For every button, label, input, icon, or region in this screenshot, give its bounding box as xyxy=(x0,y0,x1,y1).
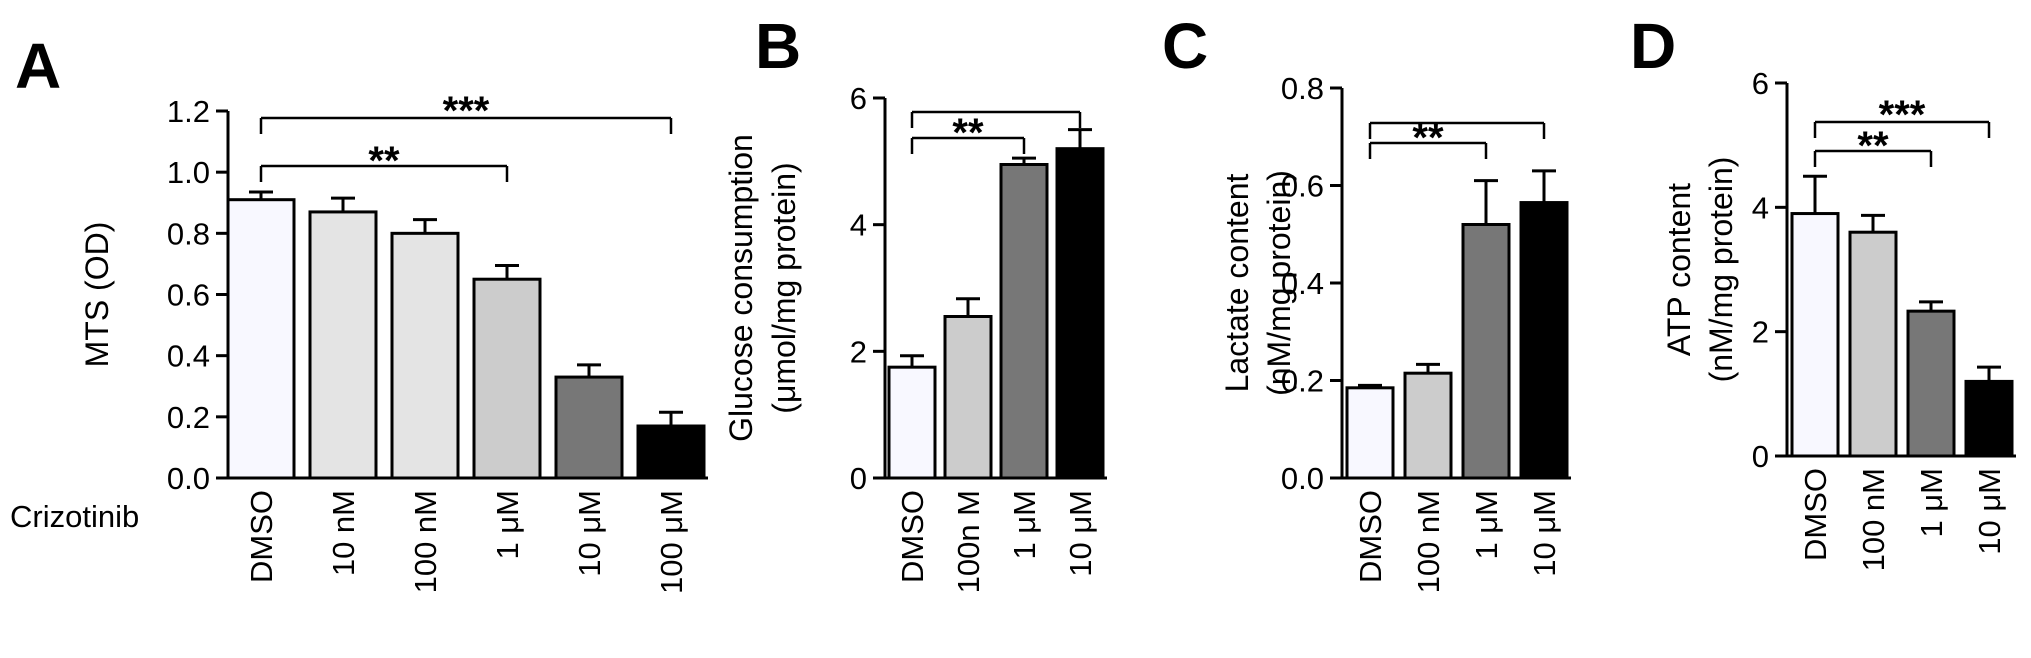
significance-label: ** xyxy=(368,139,400,183)
x-category-label: 1 μM xyxy=(1469,490,1504,560)
y-axis-label: Lactate content xyxy=(1219,173,1255,392)
y-axis-label: MTS (OD) xyxy=(79,222,115,368)
y-tick-label: 1.2 xyxy=(167,94,210,129)
y-axis-label: ATP content xyxy=(1661,183,1697,356)
bar xyxy=(943,315,993,480)
bar xyxy=(308,210,378,480)
panel-letter: D xyxy=(1630,10,1676,82)
x-category-label: DMSO xyxy=(1353,490,1388,583)
y-axis-label: Glucose consumption xyxy=(723,134,759,442)
x-category-label: 10 μM xyxy=(1972,468,2007,555)
x-category-label: DMSO xyxy=(1798,468,1833,561)
bar xyxy=(1964,379,2014,458)
x-category-label: 10 μM xyxy=(1063,490,1098,577)
y-tick-label: 0.4 xyxy=(1281,266,1324,301)
y-tick-label: 0 xyxy=(1752,439,1769,474)
significance-label: ** xyxy=(952,111,984,155)
x-category-label: 100 nM xyxy=(408,490,443,593)
y-axis-label: (μmol/mg protein) xyxy=(766,162,802,413)
significance-label: ** xyxy=(1857,124,1889,168)
x-category-label: DMSO xyxy=(895,490,930,583)
panel-c: C 0.0 0.2 0.4 0.6 0.8 Lactate content (nM/mg p… xyxy=(1162,10,1571,593)
bar xyxy=(1345,386,1395,480)
bar xyxy=(1461,223,1511,480)
x-annotation-label: Crizotinib xyxy=(10,499,139,534)
bar xyxy=(390,231,460,480)
panel-letter: C xyxy=(1162,10,1208,82)
panel-a: A Crizotinib 0.0 0.2 0.4 0.6 0.8 1.0 1.2 MTS (O… xyxy=(10,30,708,594)
bar xyxy=(887,365,937,480)
y-tick-label: 0.0 xyxy=(1281,461,1324,496)
y-tick-label: 4 xyxy=(850,208,867,243)
bar xyxy=(554,375,624,480)
x-category-label: 100 μM xyxy=(654,490,689,594)
bar xyxy=(636,424,706,480)
panel-letter: B xyxy=(755,10,801,82)
x-category-label: 100 nM xyxy=(1411,490,1446,593)
y-tick-label: 0 xyxy=(850,461,867,496)
bar xyxy=(1848,230,1898,458)
x-category-label: 10 nM xyxy=(326,490,361,576)
x-category-label: 1 μM xyxy=(1914,468,1949,538)
panel-d: D 0 2 4 6 ATP content (nM/mg protein) DMSO 100 … xyxy=(1630,10,2016,571)
y-tick-label: 6 xyxy=(850,81,867,116)
bar xyxy=(472,277,542,480)
significance-label: *** xyxy=(1879,93,1926,137)
bar xyxy=(999,163,1049,480)
y-tick-label: 0.6 xyxy=(167,278,210,313)
y-tick-label: 0.6 xyxy=(1281,169,1324,204)
bar xyxy=(1055,147,1105,480)
y-tick-label: 0.8 xyxy=(1281,71,1324,106)
y-tick-label: 0.2 xyxy=(167,400,210,435)
y-tick-label: 0.4 xyxy=(167,339,210,374)
bar xyxy=(1519,201,1569,480)
y-axis-label: (nM/mg protein) xyxy=(1261,170,1297,396)
x-category-label: DMSO xyxy=(244,490,279,583)
panel-letter: A xyxy=(15,30,61,102)
x-category-label: 100n M xyxy=(951,490,986,593)
bar xyxy=(1403,371,1453,480)
y-tick-label: 6 xyxy=(1752,66,1769,101)
x-category-label: 10 μM xyxy=(1527,490,1562,577)
significance-label: *** xyxy=(443,89,490,133)
bar xyxy=(226,198,296,480)
y-tick-label: 1.0 xyxy=(167,155,210,190)
y-tick-label: 4 xyxy=(1752,190,1769,225)
y-tick-label: 0.2 xyxy=(1281,364,1324,399)
panel-b: B 0 2 4 6 Glucose consumption (μmol/mg protei… xyxy=(723,10,1107,593)
y-axis-label: (nM/mg protein) xyxy=(1703,157,1739,383)
y-tick-label: 0.0 xyxy=(167,461,210,496)
x-category-label: 1 μM xyxy=(490,490,525,560)
bar xyxy=(1790,212,1840,458)
x-category-label: 100 nM xyxy=(1856,468,1891,571)
bar xyxy=(1906,309,1956,458)
y-tick-label: 2 xyxy=(850,334,867,369)
y-tick-label: 0.8 xyxy=(167,216,210,251)
x-category-label: 1 μM xyxy=(1007,490,1042,560)
x-category-label: 10 μM xyxy=(572,490,607,577)
y-tick-label: 2 xyxy=(1752,315,1769,350)
